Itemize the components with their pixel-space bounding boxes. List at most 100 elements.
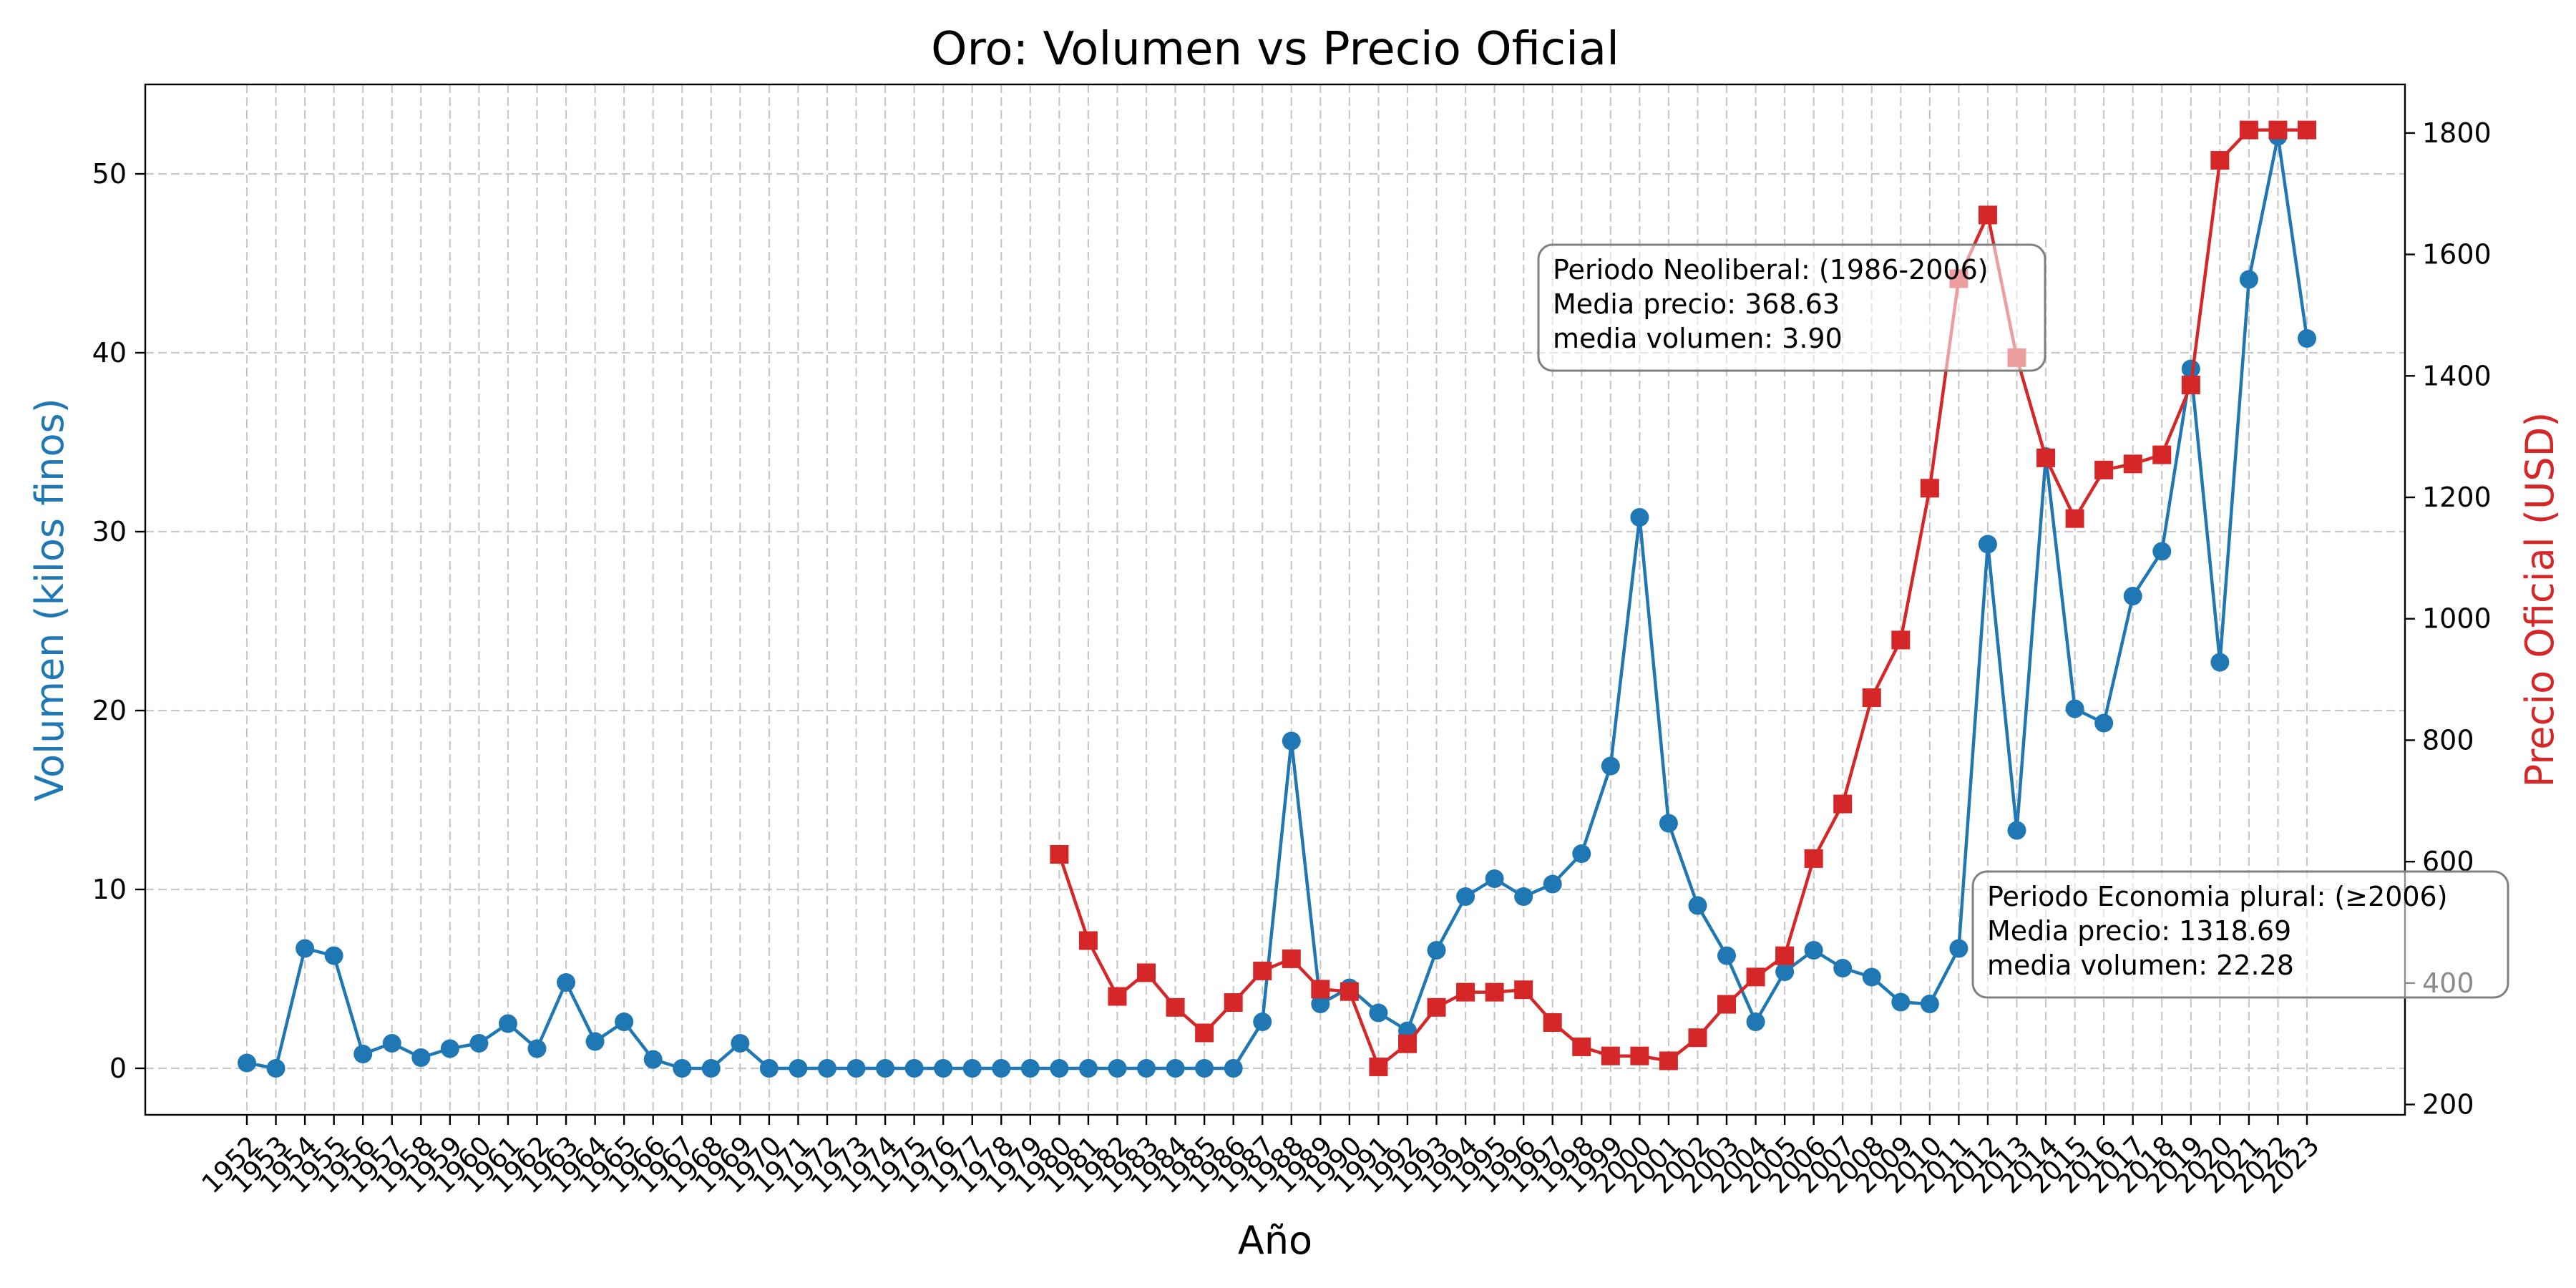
plot-frame: [144, 83, 2406, 1116]
volume-point: [2007, 821, 2026, 840]
y-right-tick-label: 1200: [2422, 482, 2492, 513]
volume-point: [1804, 941, 1823, 960]
volume-point: [527, 1039, 547, 1058]
volume-point: [1427, 941, 1446, 960]
volume-point: [1920, 995, 1939, 1013]
price-point: [1572, 1037, 1591, 1056]
volume-point: [1311, 995, 1330, 1013]
volume-point: [1572, 844, 1591, 863]
volume-point: [2094, 713, 2114, 733]
volume-point: [2239, 270, 2258, 289]
volume-point: [1717, 946, 1737, 965]
y-left-tick-label: 40: [92, 337, 127, 369]
price-point: [2123, 454, 2142, 474]
volume-point: [876, 1059, 895, 1078]
annotation-frame: [1971, 870, 2509, 999]
volume-point: [440, 1039, 459, 1058]
volume-point: [1949, 939, 1968, 958]
volume-point: [817, 1059, 836, 1078]
y-left-tick-label: 30: [92, 516, 127, 547]
price-point: [1253, 961, 1272, 980]
volume-point: [615, 1013, 634, 1031]
annotation-line: Media precio: 368.63: [1553, 288, 1840, 320]
volume-point: [585, 1032, 605, 1051]
price-point: [1282, 949, 1301, 968]
volume-point: [1050, 1059, 1069, 1078]
volume-point: [1195, 1059, 1214, 1078]
price-point: [2210, 151, 2230, 170]
volume-point: [962, 1059, 982, 1078]
price-point: [2268, 120, 2288, 140]
volume-point: [1137, 1059, 1156, 1078]
price-point: [1543, 1013, 1562, 1033]
volume-point: [1630, 508, 1649, 527]
volume-point: [643, 1050, 663, 1069]
volume-point: [2123, 587, 2142, 605]
volume-point: [382, 1034, 401, 1053]
volume-point: [498, 1014, 517, 1033]
volume-point: [1746, 1013, 1765, 1031]
price-point: [1717, 995, 1737, 1014]
volume-point: [904, 1059, 924, 1078]
volume-point: [934, 1059, 953, 1078]
price-point: [2298, 120, 2316, 140]
volume-point: [731, 1034, 750, 1053]
volume-point: [1108, 1059, 1127, 1078]
y-left-tick-label: 20: [92, 695, 127, 726]
volume-point: [1601, 756, 1620, 776]
y-right-tick-label: 1400: [2422, 360, 2492, 391]
annotation-line: media volumen: 22.28: [1987, 950, 2294, 981]
volume-point: [1456, 887, 1475, 906]
price-point: [1050, 844, 1069, 864]
volume-point: [469, 1034, 489, 1053]
volume-point: [411, 1048, 431, 1067]
price-point: [2152, 445, 2172, 464]
price-point: [1108, 987, 1127, 1006]
volume-point: [1369, 1003, 1388, 1023]
price-point: [2181, 376, 2200, 395]
volume-point: [324, 946, 343, 965]
volume-point: [1514, 887, 1533, 906]
volume-point: [1166, 1059, 1185, 1078]
price-point: [1659, 1051, 1678, 1070]
y-right-tick-label: 800: [2422, 724, 2474, 756]
volume-point: [266, 1059, 286, 1078]
annotation-line: media volumen: 3.90: [1553, 323, 1843, 354]
chart-title: Oro: Volumen vs Precio Oficial: [931, 23, 1619, 76]
price-point: [1833, 794, 1853, 814]
price-point: [1920, 479, 1939, 498]
price-point: [1630, 1046, 1649, 1065]
volume-point: [847, 1059, 866, 1078]
price-point: [1891, 630, 1911, 650]
volume-point: [701, 1059, 721, 1078]
price-point: [1862, 688, 1881, 708]
volume-point: [1282, 731, 1301, 751]
annotation-frame: [1537, 243, 2046, 372]
price-point: [2094, 460, 2114, 479]
price-point: [1688, 1028, 1707, 1048]
volume-point: [759, 1059, 779, 1078]
volume-point: [1659, 814, 1678, 833]
volume-point: [2065, 699, 2084, 718]
price-point: [1224, 993, 1243, 1013]
volume-point: [2152, 542, 2172, 561]
annotations: Periodo Neoliberal: (1986-2006)Media pre…: [1537, 243, 2509, 999]
series-layer: [238, 120, 2316, 1078]
volume-point: [789, 1059, 808, 1078]
volume-point: [2181, 359, 2200, 379]
price-point: [1166, 997, 1185, 1017]
volume-point: [1891, 992, 1911, 1012]
volume-point: [1253, 1013, 1272, 1031]
series-line-left: [246, 135, 2309, 1070]
volume-point: [1078, 1059, 1098, 1078]
volume-point: [1543, 874, 1562, 894]
y-left-tick-label: 0: [109, 1053, 127, 1084]
volume-point: [1224, 1059, 1243, 1078]
volume-point: [1485, 869, 1504, 888]
volume-point: [1775, 962, 1795, 981]
volume-point: [673, 1059, 692, 1078]
price-point: [1195, 1023, 1214, 1043]
annotation-line: Periodo Economia plural: (≥2006): [1987, 881, 2448, 912]
price-point: [2036, 448, 2056, 467]
annotation-line: Media precio: 1318.69: [1987, 915, 2291, 947]
